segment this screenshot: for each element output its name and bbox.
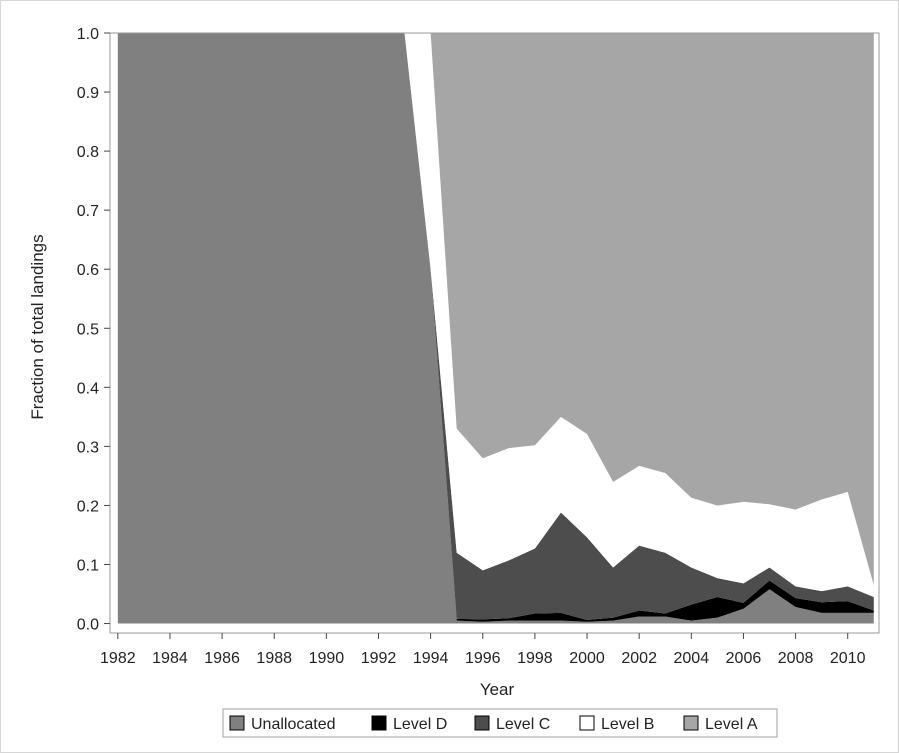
y-tick-label: 0.1	[77, 557, 99, 574]
legend-swatch	[229, 715, 245, 731]
x-tick-label: 1988	[256, 650, 292, 667]
y-tick-label: 0.0	[77, 617, 99, 634]
y-axis: 0.0 0.1 0.2 0.3 0.4 0.5 0.6 0.7 0.8 0.9 1.0	[77, 26, 110, 634]
x-tick-label: 1990	[309, 650, 345, 667]
legend-label: Level C	[496, 716, 550, 733]
x-tick-label: 2000	[569, 650, 605, 667]
y-tick-label: 1.0	[77, 26, 99, 43]
x-tick-label: 1994	[413, 650, 449, 667]
x-tick-label: 2010	[830, 650, 866, 667]
area-level-b	[117, 33, 874, 597]
x-tick-label: 2006	[726, 650, 762, 667]
x-tick-label: 1982	[100, 650, 136, 667]
x-tick-label: 1984	[152, 650, 188, 667]
x-axis: 1982 1984 1986 1988 1990 1992 1994 1996 1998 2000…	[100, 633, 866, 667]
x-tick-label: 1986	[204, 650, 240, 667]
legend-swatch	[474, 715, 490, 731]
plot-border	[109, 32, 880, 634]
legend-label: Unallocated	[251, 716, 336, 733]
x-tick-label: 2008	[778, 650, 814, 667]
y-tick-label: 0.9	[77, 85, 99, 102]
legend-label: Level B	[601, 716, 654, 733]
y-tick-label: 0.3	[77, 439, 99, 456]
x-axis-label: Year	[480, 680, 515, 699]
y-tick-label: 0.5	[77, 321, 99, 338]
y-axis-label: Fraction of total landings	[28, 234, 47, 419]
legend-label: Level A	[705, 716, 758, 733]
series-areas	[117, 33, 874, 624]
y-tick-label: 0.7	[77, 203, 99, 220]
legend-label: Level D	[393, 716, 447, 733]
area-unallocated	[117, 33, 874, 624]
legend: Unallocated Level D Level C Level B Level A	[222, 708, 778, 738]
legend-swatch	[371, 715, 387, 731]
x-tick-label: 1998	[517, 650, 553, 667]
area-level-a	[117, 33, 874, 586]
x-tick-label: 2002	[621, 650, 657, 667]
legend-swatch	[683, 715, 699, 731]
x-tick-label: 2004	[674, 650, 710, 667]
x-tick-label: 1996	[465, 650, 501, 667]
y-tick-label: 0.4	[77, 380, 99, 397]
x-tick-label: 1992	[361, 650, 397, 667]
y-tick-label: 0.2	[77, 498, 99, 515]
y-tick-label: 0.8	[77, 144, 99, 161]
y-tick-label: 0.6	[77, 262, 99, 279]
legend-swatch	[579, 715, 595, 731]
